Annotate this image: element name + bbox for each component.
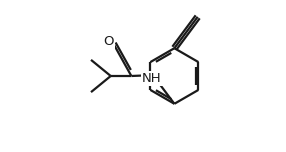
Text: O: O xyxy=(103,35,114,48)
Text: NH: NH xyxy=(142,72,162,85)
